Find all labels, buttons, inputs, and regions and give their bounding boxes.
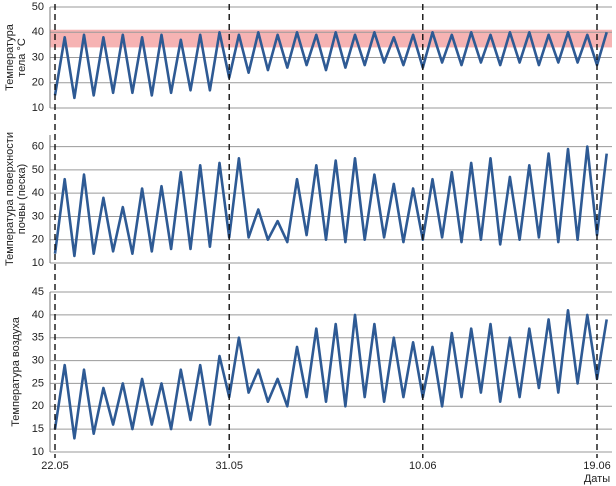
y-tick-label: 40 <box>32 26 44 38</box>
y-axis-label: Температура <box>4 23 16 91</box>
y-tick-label: 20 <box>32 77 44 89</box>
x-tick-label: 31.05 <box>215 460 243 472</box>
y-axis-label: Температура воздуха <box>10 316 22 426</box>
y-tick-label: 10 <box>32 102 44 114</box>
y-tick-label: 60 <box>32 141 44 153</box>
series-line <box>53 309 608 440</box>
y-tick-label: 35 <box>32 332 44 344</box>
y-axis-label: тела °C <box>16 38 28 77</box>
y-axis-label: Температура поверхности <box>4 132 16 266</box>
y-tick-label: 15 <box>32 423 44 435</box>
series-line <box>53 145 608 258</box>
series-line <box>53 30 608 100</box>
x-tick-label: 22.05 <box>41 460 69 472</box>
x-tick-label: 19.06 <box>583 460 611 472</box>
y-tick-label: 50 <box>32 1 44 13</box>
y-tick-label: 10 <box>32 446 44 458</box>
y-tick-label: 30 <box>32 210 44 222</box>
y-tick-label: 30 <box>32 51 44 63</box>
y-tick-label: 20 <box>32 400 44 412</box>
y-axis-label: почвы (песка) <box>16 164 28 234</box>
y-tick-label: 20 <box>32 234 44 246</box>
y-tick-label: 50 <box>32 164 44 176</box>
y-tick-label: 25 <box>32 377 44 389</box>
y-tick-label: 30 <box>32 354 44 366</box>
x-axis-label: Даты <box>584 473 610 485</box>
x-tick-label: 10.06 <box>409 460 437 472</box>
y-tick-label: 40 <box>32 309 44 321</box>
y-tick-label: 40 <box>32 187 44 199</box>
y-tick-label: 10 <box>32 257 44 269</box>
y-tick-label: 45 <box>32 286 44 298</box>
